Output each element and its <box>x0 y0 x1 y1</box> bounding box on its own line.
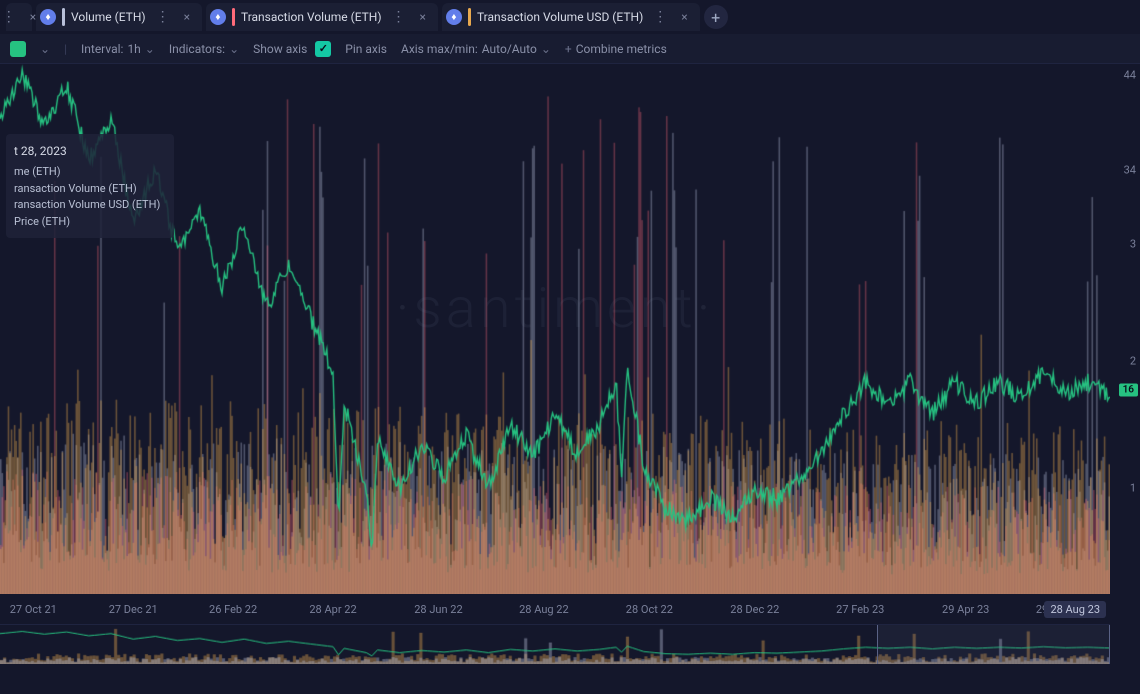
minimap-window[interactable] <box>877 625 1110 664</box>
x-tick: 28 Aug 22 <box>519 603 569 616</box>
tab-color-bar <box>232 8 235 26</box>
y-tick: 3 <box>1130 238 1136 251</box>
metric-tab-txusd[interactable]: ♦ Transaction Volume USD (ETH) ⋮ × <box>442 3 700 31</box>
swatch-dropdown[interactable] <box>40 42 50 56</box>
close-icon[interactable]: × <box>677 10 691 24</box>
tooltip-date: t 28, 2023 <box>14 142 160 160</box>
tab-label: Volume (ETH) <box>71 10 146 24</box>
axis-maxmin-value: Auto/Auto <box>482 42 537 56</box>
tab-more-icon[interactable]: ⋮ <box>388 9 410 25</box>
combine-metrics-button[interactable]: + Combine metrics <box>565 42 667 56</box>
interval-value: 1h <box>127 42 140 56</box>
series-swatch[interactable] <box>10 41 26 57</box>
interval-label: Interval: <box>81 42 123 56</box>
indicators-selector[interactable]: Indicators: <box>169 42 239 56</box>
y-tick: 2 <box>1130 354 1136 367</box>
tab-label: Transaction Volume USD (ETH) <box>477 10 643 24</box>
tooltip-row: ransaction Volume (ETH) <box>14 181 160 198</box>
x-tick: 27 Oct 21 <box>10 603 57 616</box>
pin-axis-label: Pin axis <box>345 42 387 56</box>
tooltip-row: Price (ETH) <box>14 214 160 231</box>
checkbox-checked-icon: ✓ <box>315 41 331 57</box>
tooltip-row: me (ETH) <box>14 164 160 181</box>
metric-tab-volume[interactable]: ♦ Volume (ETH) ⋮ × <box>36 3 202 31</box>
y-tick: 1 <box>1130 482 1136 495</box>
tooltip-row: ransaction Volume USD (ETH) <box>14 197 160 214</box>
pin-axis-toggle[interactable]: Pin axis <box>345 42 387 56</box>
chart-minimap[interactable] <box>0 624 1110 664</box>
eth-icon: ♦ <box>446 9 462 25</box>
chart-y-axis: 44 34 3 2 1 16 <box>1110 64 1140 594</box>
show-axis-toggle[interactable]: Show axis ✓ <box>253 41 331 57</box>
x-tick: 28 Dec 22 <box>730 603 779 616</box>
x-tick: 29 Apr 23 <box>942 603 989 616</box>
combine-label: Combine metrics <box>576 42 667 56</box>
y-tick: 34 <box>1124 164 1136 177</box>
chevron-down-icon <box>541 42 551 56</box>
x-tick: 28 Jun 22 <box>414 603 462 616</box>
axis-maxmin-label: Axis max/min: <box>401 42 478 56</box>
x-tick: 27 Dec 21 <box>109 603 158 616</box>
price-badge: 16 <box>1119 383 1138 396</box>
x-tick: 28 Oct 22 <box>626 603 673 616</box>
metric-tab-mini[interactable]: ⋮ × <box>6 3 32 31</box>
chevron-down-icon <box>145 42 155 56</box>
metric-tabs-row: ⋮ × ♦ Volume (ETH) ⋮ × ♦ Transaction Vol… <box>0 0 1140 34</box>
chevron-down-icon <box>229 42 239 56</box>
interval-selector[interactable]: Interval: 1h <box>81 42 155 56</box>
close-icon[interactable]: × <box>180 10 194 24</box>
metric-tab-txvol[interactable]: ♦ Transaction Volume (ETH) ⋮ × <box>206 3 438 31</box>
chart-tooltip: t 28, 2023 me (ETH) ransaction Volume (E… <box>6 134 174 238</box>
tab-more-icon[interactable]: ⋮ <box>0 9 20 25</box>
tab-color-bar <box>468 8 471 26</box>
indicators-label: Indicators: <box>169 42 225 56</box>
x-tick: 28 Apr 22 <box>309 603 356 616</box>
chart-toolbar: | Interval: 1h Indicators: Show axis ✓ P… <box>0 34 1140 64</box>
show-axis-label: Show axis <box>253 42 307 56</box>
chart-container: ·santiment· t 28, 2023 me (ETH) ransacti… <box>0 64 1140 624</box>
tab-more-icon[interactable]: ⋮ <box>152 9 174 25</box>
y-tick: 44 <box>1124 68 1136 81</box>
axis-maxmin-selector[interactable]: Axis max/min: Auto/Auto <box>401 42 551 56</box>
x-tick: 27 Feb 23 <box>836 603 884 616</box>
eth-icon: ♦ <box>210 9 226 25</box>
x-tick: 26 Feb 22 <box>209 603 257 616</box>
x-date-badge: 28 Aug 23 <box>1044 601 1106 618</box>
eth-icon: ♦ <box>40 9 56 25</box>
add-metric-button[interactable]: + <box>704 5 728 29</box>
chart-x-axis: 27 Oct 21 27 Dec 21 26 Feb 22 28 Apr 22 28 J… <box>0 594 1110 624</box>
tab-color-bar <box>62 8 65 26</box>
tab-label: Transaction Volume (ETH) <box>241 10 382 24</box>
tab-more-icon[interactable]: ⋮ <box>649 9 671 25</box>
close-icon[interactable]: × <box>416 10 430 24</box>
